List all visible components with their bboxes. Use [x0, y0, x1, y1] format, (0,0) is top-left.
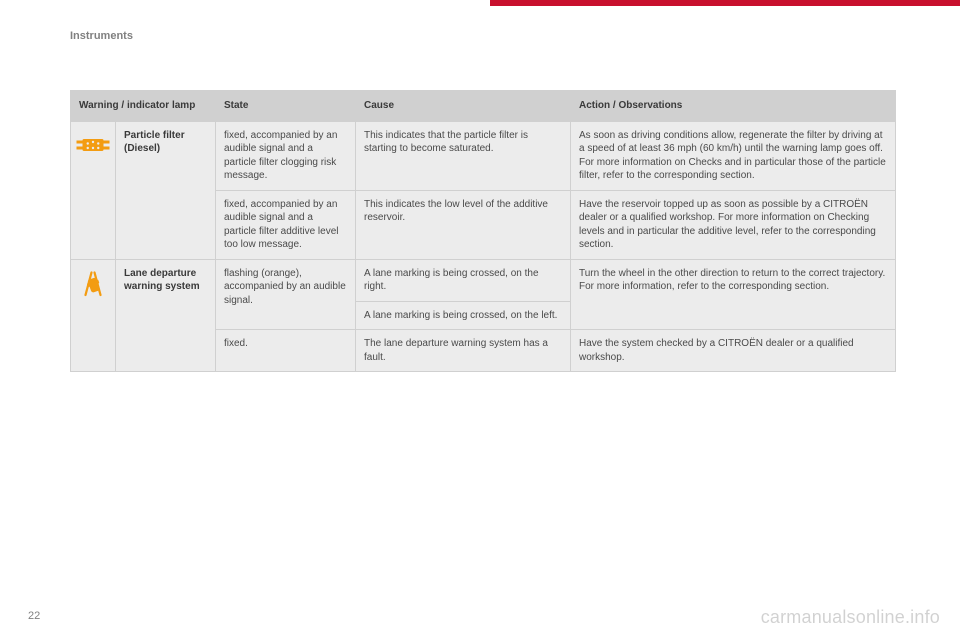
action-cell: Turn the wheel in the other direction to…: [571, 259, 896, 330]
particle-filter-icon: [75, 130, 111, 160]
table-row: Particle filter (Diesel) fixed, accompan…: [71, 121, 896, 190]
page-number: 22: [28, 610, 40, 622]
col-header-cause: Cause: [356, 91, 571, 122]
state-cell: fixed, accompanied by an audible signal …: [216, 190, 356, 259]
cause-cell: A lane marking is being crossed, on the …: [356, 301, 571, 330]
action-cell: As soon as driving conditions allow, reg…: [571, 121, 896, 190]
lamp-name-label: Lane departure warning system: [124, 268, 200, 293]
table-header-row: Warning / indicator lamp State Cause Act…: [71, 91, 896, 122]
state-cell: flashing (orange), accompanied by an aud…: [216, 259, 356, 330]
col-header-state: State: [216, 91, 356, 122]
cause-cell: The lane departure warning system has a …: [356, 330, 571, 372]
lamp-name-cell: Particle filter (Diesel): [116, 121, 216, 259]
state-cell: fixed.: [216, 330, 356, 372]
state-cell: fixed, accompanied by an audible signal …: [216, 121, 356, 190]
action-cell: Have the reservoir topped up as soon as …: [571, 190, 896, 259]
lane-departure-icon: [75, 268, 111, 298]
action-cell: Have the system checked by a CITROËN dea…: [571, 330, 896, 372]
col-header-lamp: Warning / indicator lamp: [71, 91, 216, 122]
icon-cell-particle-filter: [71, 121, 116, 259]
lamp-name-cell: Lane departure warning system: [116, 259, 216, 372]
lamp-name-label: Particle filter (Diesel): [124, 130, 185, 155]
top-accent-bar: [490, 0, 960, 6]
icon-cell-lane-departure: [71, 259, 116, 372]
cause-cell: This indicates the low level of the addi…: [356, 190, 571, 259]
col-header-action: Action / Observations: [571, 91, 896, 122]
cause-cell: This indicates that the particle filter …: [356, 121, 571, 190]
cause-cell: A lane marking is being crossed, on the …: [356, 259, 571, 301]
indicator-table: Warning / indicator lamp State Cause Act…: [70, 90, 895, 372]
table-row: Lane departure warning system flashing (…: [71, 259, 896, 301]
section-label: Instruments: [70, 30, 133, 42]
watermark: carmanualsonline.info: [761, 607, 940, 628]
